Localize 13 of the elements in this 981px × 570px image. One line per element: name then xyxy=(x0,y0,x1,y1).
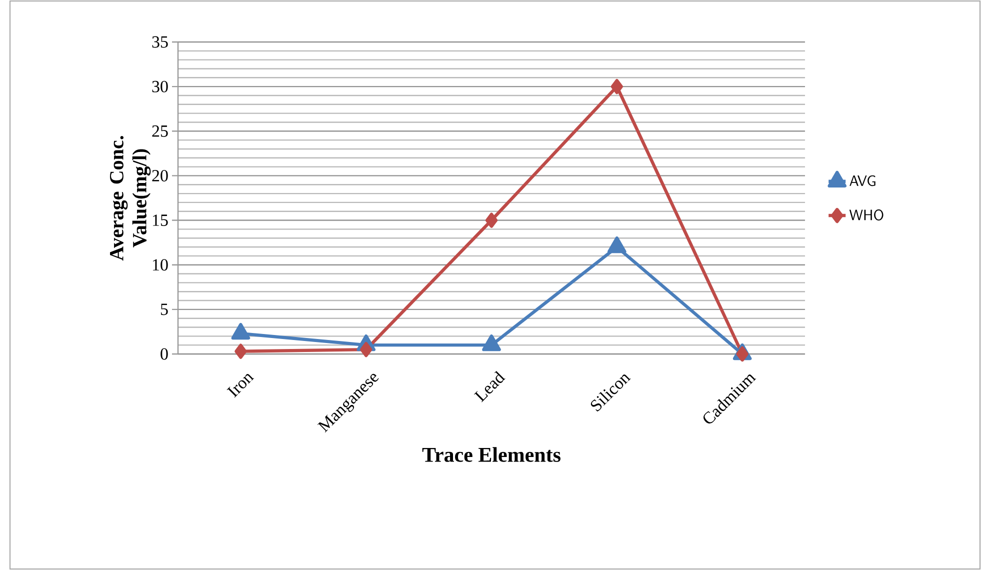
y-tick-label: 10 xyxy=(152,259,168,271)
legend-label: AVG xyxy=(850,175,876,186)
y-tick-label: 35 xyxy=(152,36,168,48)
legend-label: WHO xyxy=(849,209,884,220)
x-axis-title: Trace Elements xyxy=(422,447,560,462)
y-tick-label: 25 xyxy=(152,125,168,137)
y-tick-label: 30 xyxy=(152,80,168,92)
y-tick-label: 0 xyxy=(160,348,168,360)
y-tick-label: 5 xyxy=(160,304,168,316)
y-tick-label: 15 xyxy=(152,214,168,226)
y-axis-title: Average Conc. Value(mg/l) xyxy=(110,136,151,261)
x-tick-label: Iron xyxy=(226,374,254,398)
y-tick-label: 20 xyxy=(152,170,168,182)
